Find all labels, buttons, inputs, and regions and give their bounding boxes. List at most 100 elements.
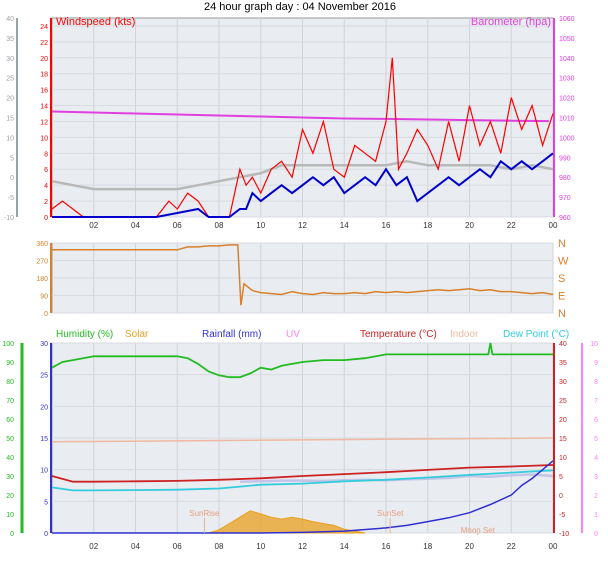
rain-y-tick: 30: [40, 341, 48, 348]
wind-y-tick: 20: [40, 56, 48, 63]
dir-y-tick: 90: [40, 294, 48, 301]
wx-x-tick: 00: [549, 542, 558, 551]
wind-x-tick: 12: [298, 221, 307, 230]
legend-item: UV: [286, 329, 300, 340]
humidity-y-tick: 20: [6, 493, 14, 500]
wind-y-tick: 14: [40, 104, 48, 111]
wind-left-y-tick: 35: [6, 36, 14, 43]
wx-x-tick: 22: [507, 542, 516, 551]
wind-y-tick: 8: [44, 151, 48, 158]
temp-y-tick: 35: [559, 360, 567, 367]
baro-y-tick: 970: [559, 195, 571, 202]
uv-y-tick: 2: [594, 493, 598, 500]
uv-y-tick: 0: [594, 531, 598, 538]
temp-y-tick: -5: [559, 512, 565, 519]
temp-y-tick: 40: [559, 341, 567, 348]
rain-y-tick: 10: [40, 468, 48, 475]
baro-y-tick: 1010: [559, 116, 575, 123]
uv-y-tick: 6: [594, 417, 598, 424]
wind-left-y-tick: 25: [6, 76, 14, 83]
uv-y-tick: 1: [594, 512, 598, 519]
solar-area: [208, 510, 366, 534]
baro-y-tick: 1040: [559, 56, 575, 63]
wind-x-tick: 20: [465, 221, 474, 230]
humidity-y-tick: 90: [6, 360, 14, 367]
wind-left-y-tick: 20: [6, 96, 14, 103]
temp-y-tick: 5: [559, 474, 563, 481]
wind-axis-title: Windspeed (kts): [56, 16, 135, 28]
wind-left-y-tick: -5: [8, 195, 14, 202]
wind-x-tick: 08: [215, 221, 224, 230]
wind-left-y-tick: 15: [6, 116, 14, 123]
wind-x-tick: 16: [382, 221, 391, 230]
humidity-y-tick: 40: [6, 455, 14, 462]
wx-x-tick: 02: [89, 542, 98, 551]
baro-y-tick: 960: [559, 215, 571, 222]
legend-item: Indoor: [450, 329, 479, 340]
humidity-y-tick: 30: [6, 474, 14, 481]
wind-x-tick: 04: [131, 221, 140, 230]
wind-left-y-tick: 30: [6, 56, 14, 63]
temp-y-tick: 15: [559, 436, 567, 443]
temperature-line: [51, 464, 554, 483]
dir-compass-label: S: [558, 273, 565, 285]
wx-x-tick: 06: [173, 542, 182, 551]
rain-y-tick: 0: [44, 531, 48, 538]
wind-y-tick: 0: [44, 215, 48, 222]
legend-item: Solar: [125, 329, 149, 340]
wind-y-tick: 18: [40, 72, 48, 79]
baro-y-tick: 1050: [559, 36, 575, 43]
humidity-y-tick: 100: [2, 341, 14, 348]
baro-y-tick: 990: [559, 155, 571, 162]
wind-direction-line: [52, 244, 554, 306]
baro-y-tick: 1020: [559, 96, 575, 103]
indoor-line: [51, 437, 554, 443]
humidity-y-tick: 0: [10, 531, 14, 538]
wind-left-y-tick: 0: [10, 175, 14, 182]
baro-y-tick: 1000: [559, 135, 575, 142]
wind-y-tick: 6: [44, 167, 48, 174]
wind-avg-line: [52, 152, 554, 218]
wx-x-tick: 14: [340, 542, 349, 551]
wind-left-y-tick: 40: [6, 16, 14, 23]
baro-y-tick: 1060: [559, 16, 575, 23]
dir-compass-label: N: [558, 308, 566, 320]
dir-y-tick: 180: [36, 276, 48, 283]
annotation-label: SunRise: [189, 509, 220, 518]
uv-y-tick: 7: [594, 398, 598, 405]
humidity-y-tick: 50: [6, 436, 14, 443]
wind-y-tick: 24: [40, 24, 48, 31]
direction-panel: 0 N 90 E 180 S 270 W 360 N: [36, 238, 569, 320]
dewpoint-line: [51, 469, 554, 492]
temp-y-tick: 0: [559, 493, 563, 500]
humidity-y-tick: 70: [6, 398, 14, 405]
wind-x-tick: 00: [549, 221, 558, 230]
humidity-y-tick: 80: [6, 379, 14, 386]
uv-y-tick: 5: [594, 436, 598, 443]
baro-y-tick: 1030: [559, 76, 575, 83]
humidity-line: [51, 342, 553, 379]
graph-title: 24 hour graph day : 04 November 2016: [204, 1, 396, 13]
wx-x-tick: 18: [423, 542, 432, 551]
rainfall-line: [52, 460, 554, 534]
wind-x-tick: 14: [340, 221, 349, 230]
wind-y-tick: 4: [44, 183, 48, 190]
temp-y-tick: 10: [559, 455, 567, 462]
wind-y-tick: 10: [40, 135, 48, 142]
dir-y-tick: 270: [36, 259, 48, 266]
legend-item: Dew Point (°C): [503, 329, 569, 340]
wind-x-tick: 02: [89, 221, 98, 230]
temp-y-tick: 25: [559, 398, 567, 405]
uv-y-tick: 10: [590, 341, 598, 348]
weather-panel: 0102030405060708090100051015202530-10-50…: [2, 329, 598, 551]
wind-y-tick: 2: [44, 199, 48, 206]
wind-x-tick: 10: [256, 221, 265, 230]
dir-y-tick: 0: [44, 311, 48, 318]
temp-y-tick: 20: [559, 417, 567, 424]
wind-y-tick: 16: [40, 88, 48, 95]
dir-compass-label: N: [558, 238, 566, 250]
wx-x-tick: 20: [465, 542, 474, 551]
annotation-label: Moon Set: [461, 526, 496, 535]
wind-panel: 0246810121416182022249609709809901000101…: [4, 16, 575, 230]
humidity-y-tick: 10: [6, 512, 14, 519]
